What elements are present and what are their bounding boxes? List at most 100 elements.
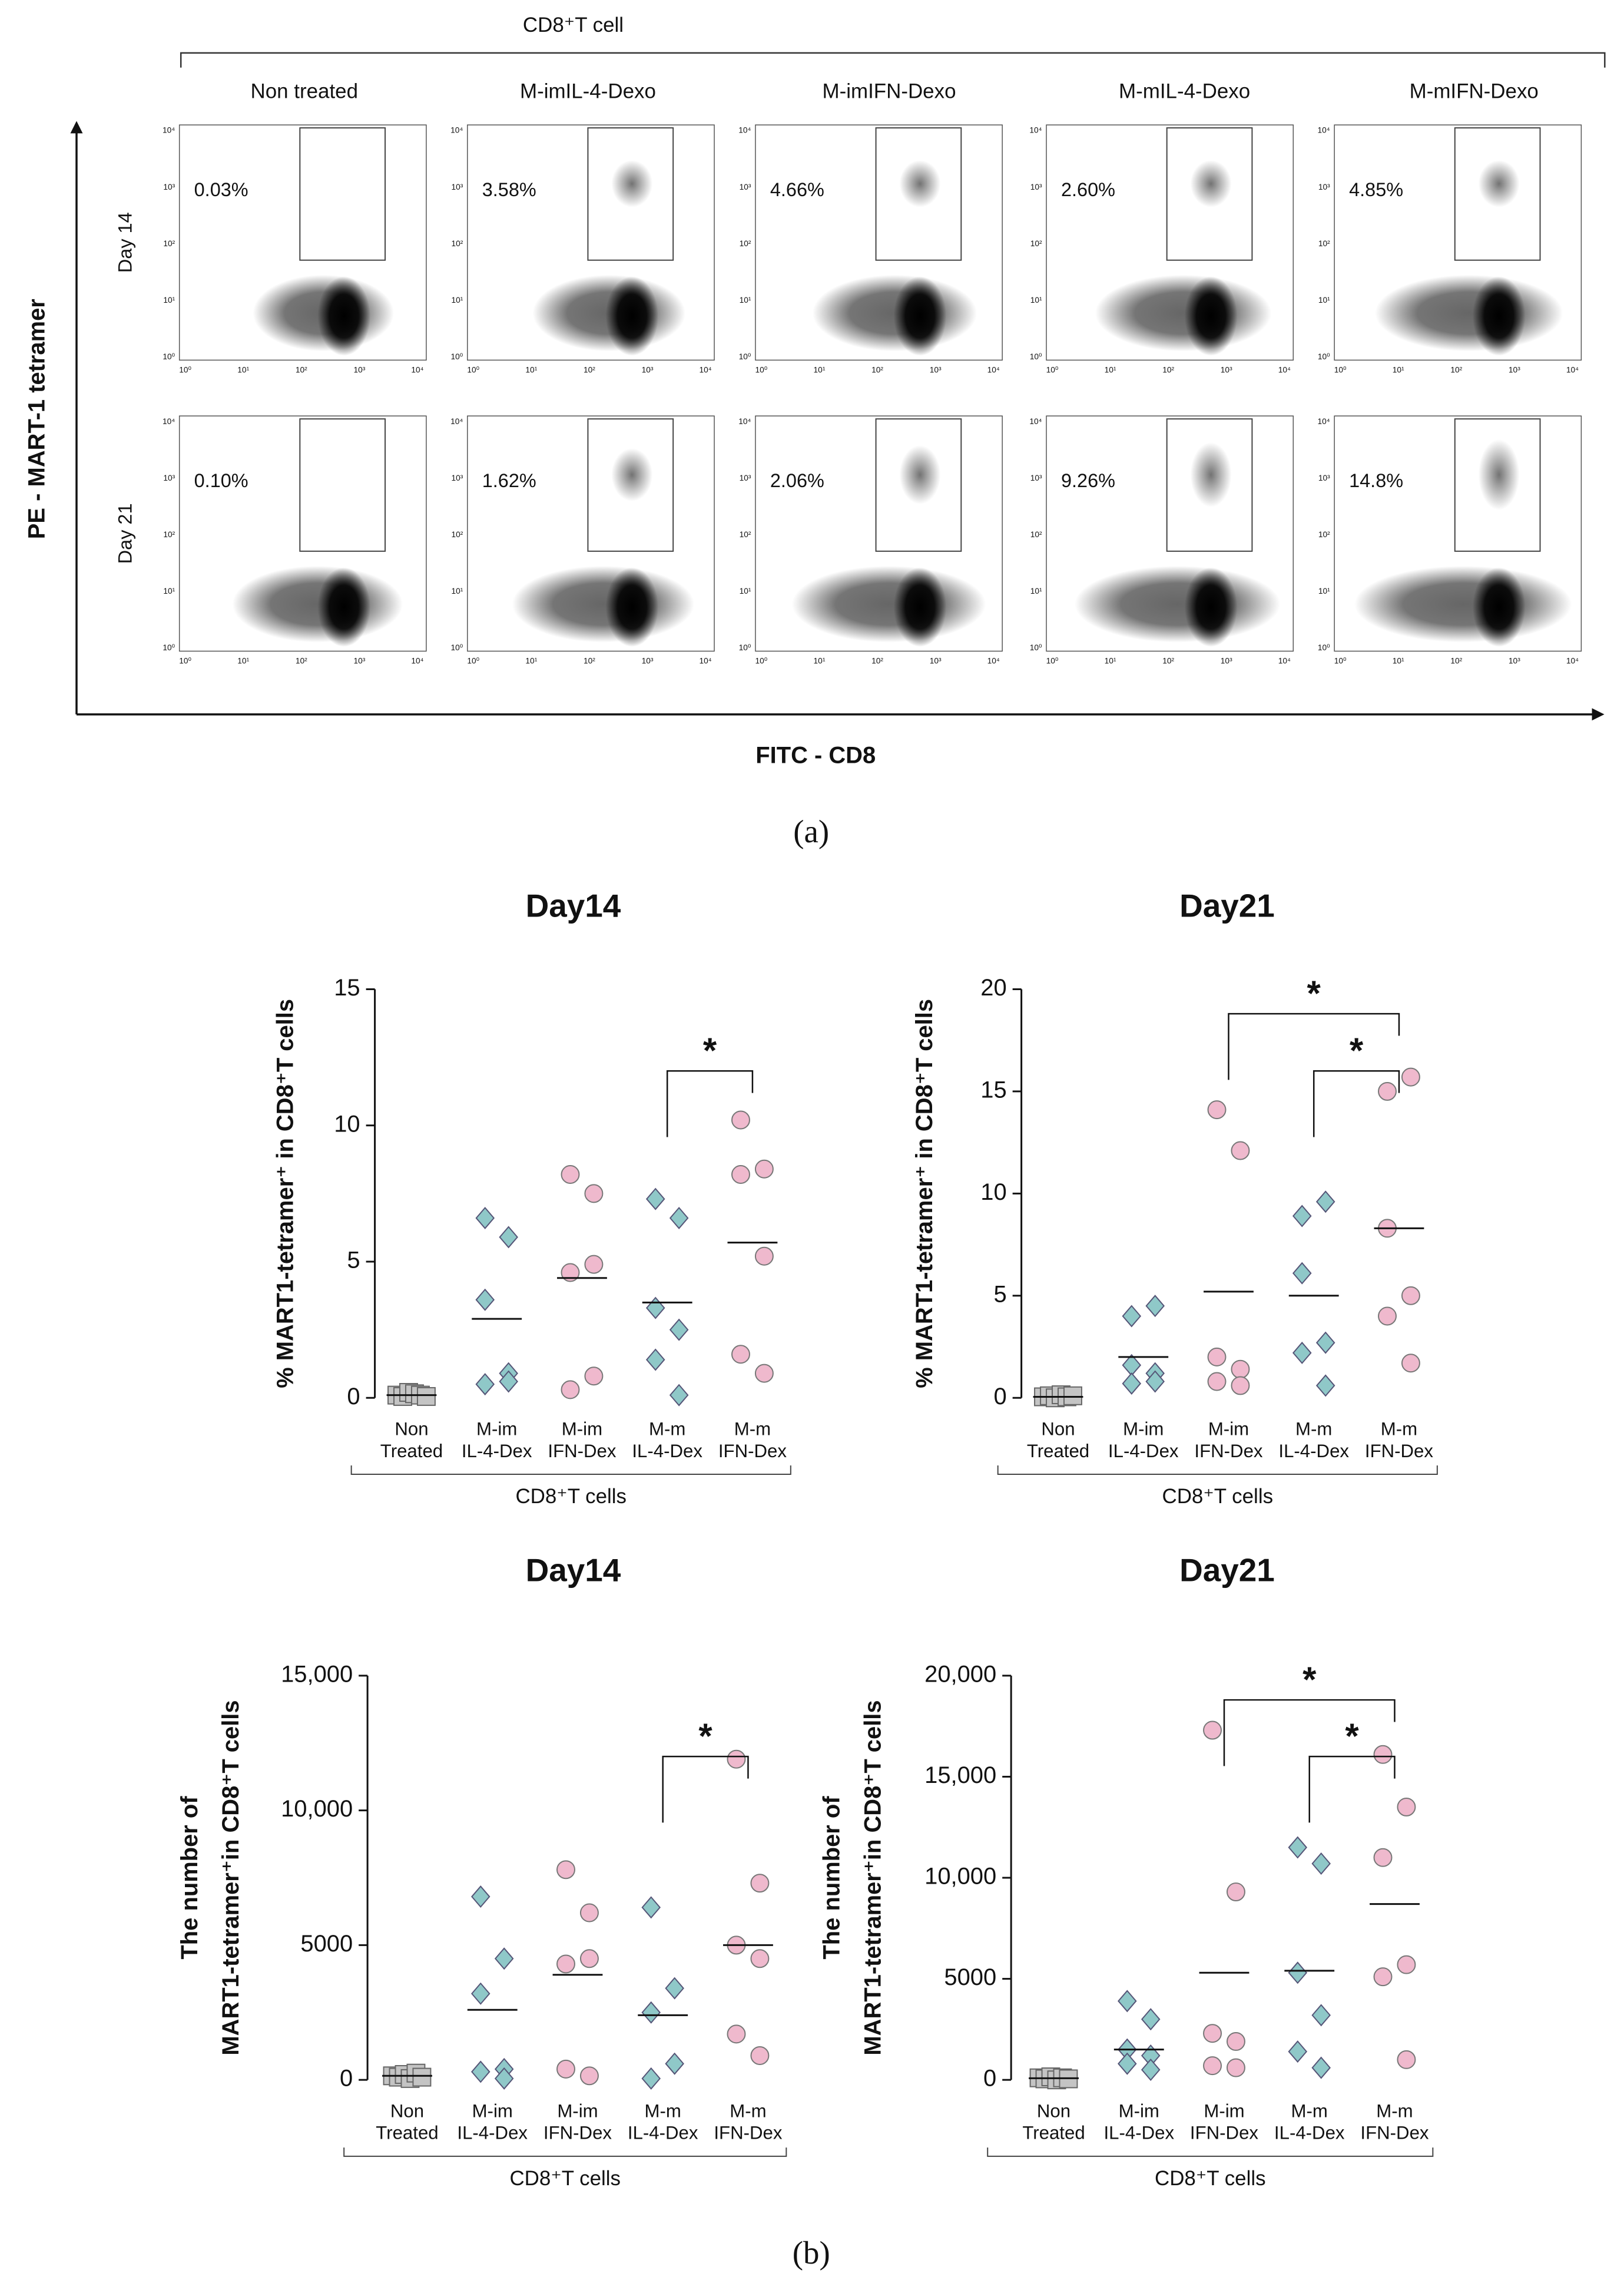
event-spot xyxy=(1190,442,1232,507)
x-tick-label: 10³ xyxy=(930,657,942,666)
point xyxy=(561,1380,580,1399)
point xyxy=(1207,1347,1227,1366)
event-cloud xyxy=(605,567,659,647)
event-cloud xyxy=(893,567,947,647)
point xyxy=(1373,1967,1393,1987)
significance-bracket xyxy=(1228,1013,1400,1080)
column-label: M-mIFN-Dexo xyxy=(1410,80,1539,102)
chart-title: Day21 xyxy=(1179,1552,1275,1589)
x-tick-label: 10³ xyxy=(1509,657,1520,666)
significance-bracket xyxy=(666,1070,754,1137)
x-tick-label: M-im xyxy=(562,1418,602,1439)
y-tick-label: 10 xyxy=(980,1179,1006,1205)
x-tick-label: 10⁰ xyxy=(179,365,191,374)
x-tick-label: IFN-Dex xyxy=(718,1441,787,1461)
point xyxy=(1145,1370,1165,1393)
y-tick-label: 5 xyxy=(993,1281,1006,1307)
group-label: CD8⁺T cells xyxy=(515,1485,627,1508)
point xyxy=(579,1903,599,1923)
x-tick-label: 10¹ xyxy=(237,365,249,374)
event-spot xyxy=(1478,439,1520,510)
event-cloud xyxy=(317,276,371,356)
point xyxy=(579,1949,599,1968)
x-tick-label: M-im xyxy=(1123,1418,1164,1439)
y-tick-label: 10³ xyxy=(1030,183,1042,191)
event-cloud xyxy=(1354,565,1572,643)
x-tick-label: IL-4-Dex xyxy=(1278,1441,1349,1461)
point xyxy=(731,1165,750,1184)
x-tick-label: Non xyxy=(395,1418,428,1439)
y-tick-label: 10¹ xyxy=(451,587,463,595)
x-tick-label: M-im xyxy=(1119,2100,1159,2121)
point xyxy=(1203,2024,1222,2043)
y-tick-label: 10¹ xyxy=(163,296,175,305)
x-tick-label: 10² xyxy=(1162,365,1174,374)
panel-label: (a) xyxy=(793,813,829,849)
x-tick-label: M-im xyxy=(1204,2100,1244,2121)
significance-label: * xyxy=(1345,1716,1359,1756)
y-tick-label: 10⁰ xyxy=(1318,352,1330,361)
point xyxy=(727,2024,746,2044)
plot-frame xyxy=(178,415,427,652)
row-label: Day 14 xyxy=(114,212,135,273)
point xyxy=(1231,1376,1250,1395)
significance-label: * xyxy=(1302,1660,1317,1699)
y-axis-label: % MART1-tetramer⁺ in CD8⁺T cells xyxy=(272,999,298,1388)
x-tick-label: Non xyxy=(390,2100,424,2121)
gate-percent: 1.62% xyxy=(482,470,536,491)
point xyxy=(641,1896,661,1919)
y-axis-label: % MART1-tetramer⁺ in CD8⁺T cells xyxy=(912,999,937,1388)
point xyxy=(1373,1745,1393,1764)
y-tick-label: 10⁰ xyxy=(451,352,463,361)
y-tick-label: 10¹ xyxy=(1318,296,1330,305)
point xyxy=(499,1370,518,1393)
x-tick-label: IFN-Dex xyxy=(1360,2123,1429,2143)
group-bracket xyxy=(997,1465,1438,1475)
point xyxy=(412,2067,432,2087)
x-tick-label: 10³ xyxy=(1221,365,1232,374)
point xyxy=(1311,2056,1331,2079)
point xyxy=(556,1860,575,1880)
y-tick-label: 10³ xyxy=(451,474,463,482)
x-tick-label: M-m xyxy=(1381,1418,1417,1439)
event-cloud xyxy=(1074,565,1281,643)
x-tick-label: M-m xyxy=(649,1418,685,1439)
x-tick-label: IFN-Dex xyxy=(1365,1441,1433,1461)
panel-label: (b) xyxy=(793,2235,830,2271)
x-tick-label: Treated xyxy=(380,1441,443,1461)
x-tick-label: 10² xyxy=(296,657,307,666)
y-tick-label: 10¹ xyxy=(1030,296,1042,305)
y-tick-label: 5000 xyxy=(300,1931,353,1957)
x-tick-label: M-m xyxy=(1291,2100,1328,2121)
point xyxy=(1288,1961,1308,1984)
gate-percent: 2.06% xyxy=(770,470,824,491)
point xyxy=(1315,1374,1335,1397)
point xyxy=(669,1318,689,1341)
x-tick-label: 10⁴ xyxy=(411,365,423,374)
point xyxy=(1141,2008,1161,2031)
y-tick-label: 10² xyxy=(740,530,751,539)
event-cloud xyxy=(1472,567,1526,647)
x-tick-label: IL-4-Dex xyxy=(1103,2123,1174,2143)
x-tick-label: IL-4-Dex xyxy=(457,2123,528,2143)
point xyxy=(494,1947,514,1970)
significance-bracket xyxy=(1313,1070,1400,1137)
x-tick-label: 10² xyxy=(1162,657,1174,666)
y-tick-label: 10¹ xyxy=(740,296,751,305)
y-tick-label: 5000 xyxy=(944,1964,996,1990)
point xyxy=(1292,1205,1312,1227)
y-axis-label: The number of xyxy=(819,1796,845,1960)
point xyxy=(1315,1331,1335,1354)
point xyxy=(556,1954,575,1974)
point xyxy=(1288,1836,1308,1859)
y-tick-label: 10⁰ xyxy=(451,643,463,652)
point xyxy=(584,1184,604,1203)
y-axis-label: The number of xyxy=(177,1796,203,1960)
y-axis-label: MART1-tetramer⁺in CD8⁺T cells xyxy=(860,1700,886,2055)
significance-label: * xyxy=(1350,1031,1364,1070)
event-cloud xyxy=(232,565,403,643)
gate-percent: 3.58% xyxy=(482,179,536,200)
x-tick-label: 10² xyxy=(1450,657,1462,666)
x-tick-label: 10¹ xyxy=(814,657,826,666)
